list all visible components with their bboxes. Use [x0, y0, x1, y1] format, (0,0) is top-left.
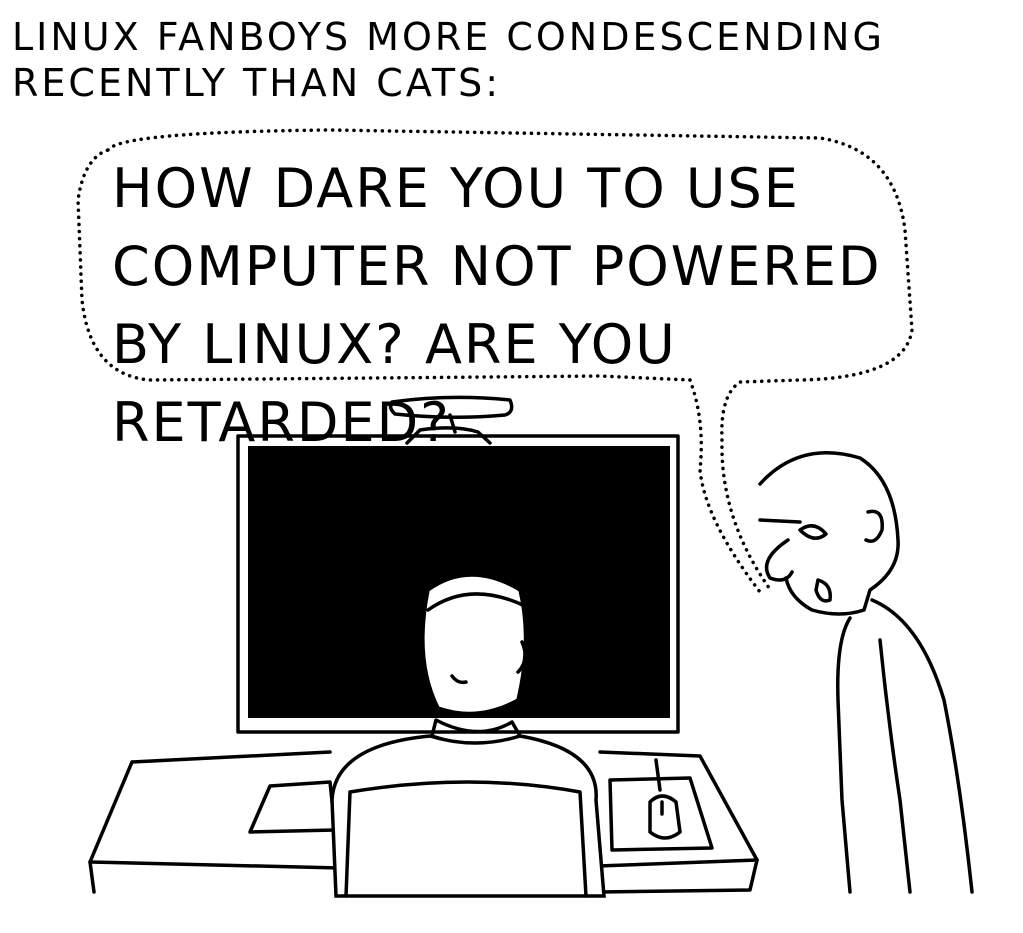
comic-caption: LINUX FANBOYS MORE CONDESCENDING RECENTL… — [12, 15, 885, 105]
standing-person — [758, 451, 974, 894]
speech-bubble — [76, 128, 914, 594]
seated-person — [330, 573, 606, 898]
speech-bubble-text: HOW DARE YOU TO USE COMPUTER NOT POWERED… — [112, 157, 882, 454]
desk — [88, 750, 759, 894]
